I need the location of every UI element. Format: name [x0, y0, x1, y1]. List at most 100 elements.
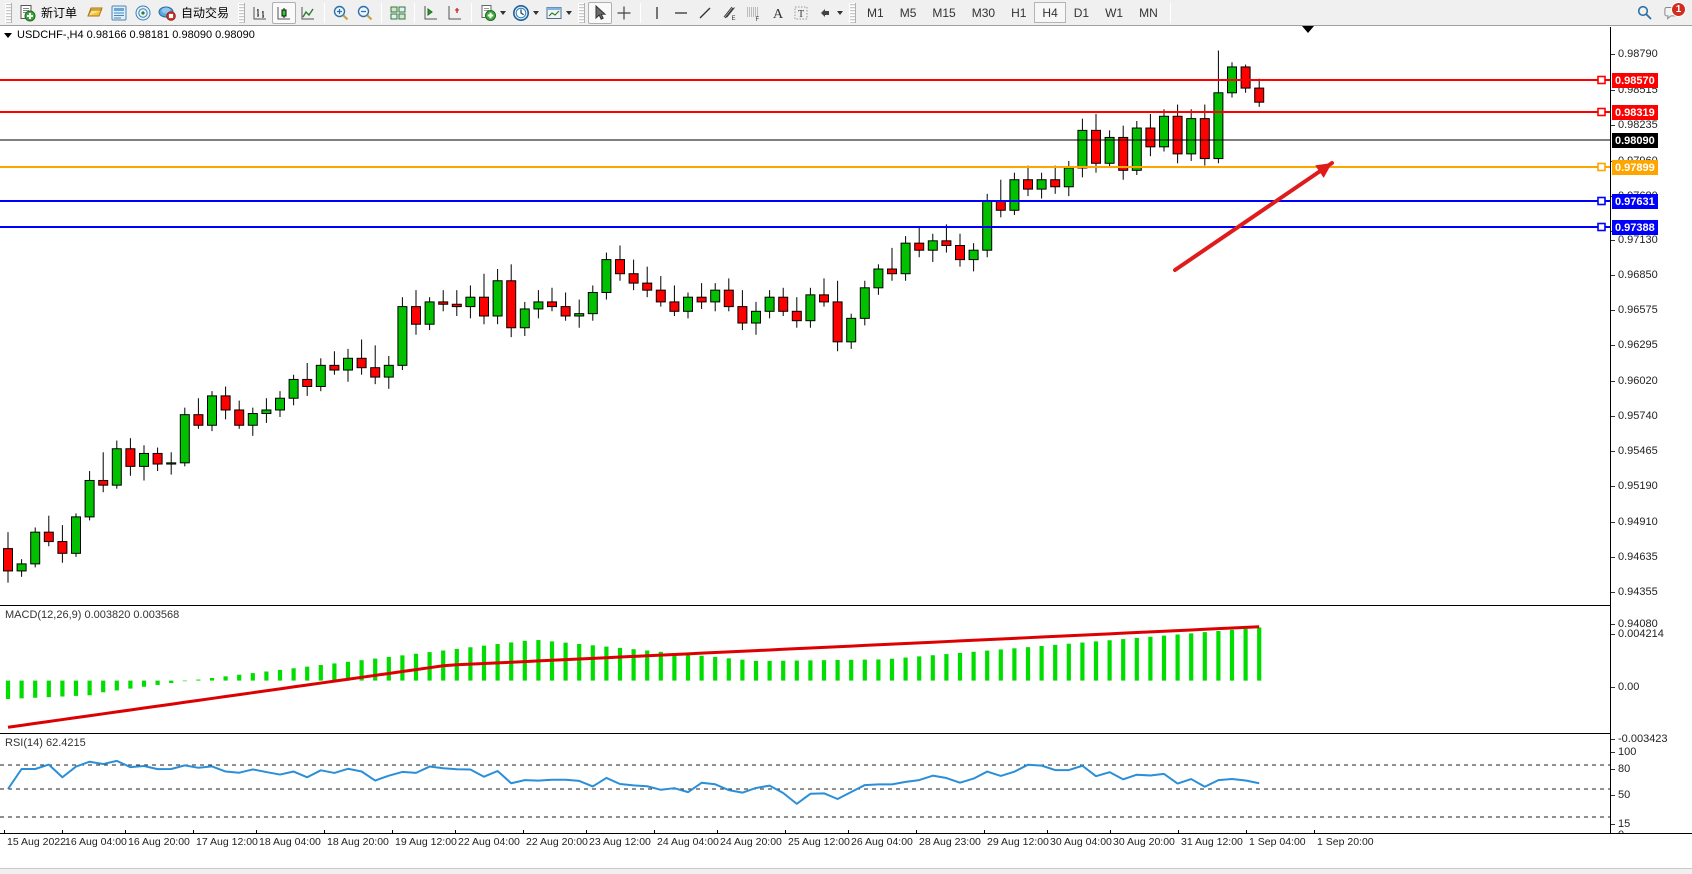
timeframe-m30[interactable]: M30: [971, 5, 996, 20]
trendline-icon: [699, 7, 711, 18]
price-tick: 0.94355: [1611, 587, 1658, 598]
candle: [424, 297, 435, 331]
auto-scroll-icon: [424, 5, 438, 19]
trendline-arrow[interactable]: [1173, 161, 1334, 272]
price-pane[interactable]: [0, 27, 1610, 605]
price-tick: 0.94080: [1611, 619, 1658, 630]
pivot-line-handle[interactable]: [1597, 162, 1606, 172]
timeframe-mn[interactable]: MN: [1139, 5, 1158, 20]
candle: [125, 438, 136, 476]
time-label: 24 Aug 20:00: [720, 836, 782, 848]
resistance-line-1-handle[interactable]: [1597, 107, 1606, 117]
toolbar-grip[interactable]: [5, 2, 12, 23]
chart-window[interactable]: USDCHF-,H4 0.98166 0.98181 0.98090 0.980…: [0, 26, 1692, 874]
rsi-line: [7, 759, 1260, 805]
chevron-down-icon-template[interactable]: [566, 10, 573, 15]
candlestick-chart-button[interactable]: [272, 1, 297, 24]
toolbar-grip-4[interactable]: [849, 2, 857, 23]
chevron-down-icon-period[interactable]: [533, 10, 540, 15]
line-chart-button[interactable]: [296, 2, 320, 24]
candle: [288, 374, 299, 406]
candle: [16, 559, 27, 577]
candle: [111, 440, 122, 489]
time-label: 29 Aug 12:00: [987, 836, 1049, 848]
price-tag-resistance-2[interactable]: 0.98570: [1612, 73, 1658, 88]
candle: [846, 313, 857, 349]
data-window-button[interactable]: [107, 2, 131, 24]
folder-yellow-icon: [87, 7, 103, 16]
chevron-down-icon-arrows[interactable]: [837, 10, 844, 15]
chart-shift-icon: [448, 5, 462, 19]
price-tick: 0.95465: [1611, 446, 1658, 457]
candle: [819, 278, 829, 307]
crosshair-tool-button[interactable]: [612, 2, 636, 24]
candle: [275, 391, 285, 418]
tile-windows-button[interactable]: [386, 2, 410, 24]
price-scale[interactable]: 0.987900.985150.982350.979600.976800.974…: [1611, 27, 1692, 841]
new-chart-button[interactable]: [476, 2, 509, 24]
market-watch-button[interactable]: [83, 2, 107, 24]
timeframe-m1[interactable]: M1: [867, 5, 884, 20]
chevron-down-icon[interactable]: [500, 10, 507, 15]
support-line-1-handle[interactable]: [1597, 196, 1606, 206]
text-tool-button[interactable]: A: [765, 2, 789, 24]
candle: [1077, 118, 1088, 178]
resistance-line-2-handle[interactable]: [1597, 75, 1606, 85]
notifications-button[interactable]: 1: [1664, 1, 1686, 22]
toolbar-separator-2: [381, 2, 383, 23]
timeframe-h4[interactable]: H4: [1034, 2, 1066, 23]
vertical-line-tool-button[interactable]: [645, 2, 669, 24]
candle: [1145, 113, 1156, 157]
price-tag-resistance-1[interactable]: 0.98319: [1612, 105, 1658, 120]
fibonacci-icon: F: [747, 7, 760, 22]
timeframe-m5[interactable]: M5: [899, 5, 917, 20]
zoom-out-button[interactable]: [353, 2, 377, 24]
timeframe-h1[interactable]: H1: [1011, 5, 1027, 20]
timeframe-d1[interactable]: D1: [1073, 5, 1090, 20]
time-label: 30 Aug 20:00: [1113, 836, 1175, 848]
navigator-button[interactable]: [131, 2, 155, 24]
fibonacci-tool-button[interactable]: F: [741, 2, 765, 24]
autotrading-button[interactable]: 自动交易: [155, 2, 235, 24]
time-scale[interactable]: 15 Aug 2022 16 Aug 04:00 16 Aug 20:00 17 Au…: [0, 830, 1692, 848]
rsi-pane[interactable]: RSI(14) 62.4215: [0, 735, 1610, 833]
macd-signal-line: [7, 625, 1260, 729]
chart-shift-button[interactable]: [443, 2, 467, 24]
candle: [1023, 165, 1033, 197]
chart-menu-caret-icon[interactable]: [4, 32, 12, 38]
timeframe-w1[interactable]: W1: [1105, 5, 1124, 20]
bar-chart-button[interactable]: [248, 2, 272, 24]
bar-chart-icon: [253, 6, 267, 19]
support-line-2-handle[interactable]: [1597, 222, 1606, 232]
time-tick: [916, 830, 917, 834]
svg-text:T: T: [798, 9, 804, 20]
time-label: 15 Aug 2022: [7, 836, 66, 848]
time-label: 16 Aug 20:00: [128, 836, 190, 848]
price-tag-support-2[interactable]: 0.97388: [1612, 220, 1658, 235]
candle: [370, 345, 381, 385]
trendline-tool-button[interactable]: [693, 2, 717, 24]
timeframe-m15[interactable]: M15: [932, 5, 956, 20]
candle: [642, 266, 653, 298]
text-label-tool-button[interactable]: T: [789, 2, 813, 24]
period-selector-button[interactable]: [509, 2, 542, 24]
candle: [343, 348, 353, 382]
zoom-in-button[interactable]: [329, 2, 353, 24]
auto-scroll-button[interactable]: [419, 2, 443, 24]
horizontal-line-tool-button[interactable]: [669, 2, 693, 24]
toolbar-grip-3[interactable]: [578, 2, 586, 23]
candle: [805, 287, 816, 328]
price-tick: 0.96295: [1611, 340, 1658, 351]
macd-pane[interactable]: MACD(12,26,9) 0.003820 0.003568: [0, 607, 1610, 733]
equidistant-channel-button[interactable]: E: [717, 2, 741, 24]
new-order-button[interactable]: 新订单: [15, 2, 83, 24]
price-tag-bid-price[interactable]: 0.98090: [1612, 133, 1658, 148]
search-button[interactable]: [1636, 4, 1654, 22]
toolbar-grip-2[interactable]: [238, 2, 246, 23]
price-tag-support-1[interactable]: 0.97631: [1612, 194, 1658, 209]
cursor-tool-button[interactable]: [588, 1, 613, 24]
templates-button[interactable]: [542, 2, 575, 24]
price-tag-pivot[interactable]: 0.97899: [1612, 160, 1658, 175]
price-tick: 0.98515: [1611, 85, 1658, 96]
arrows-tool-button[interactable]: [813, 2, 846, 24]
